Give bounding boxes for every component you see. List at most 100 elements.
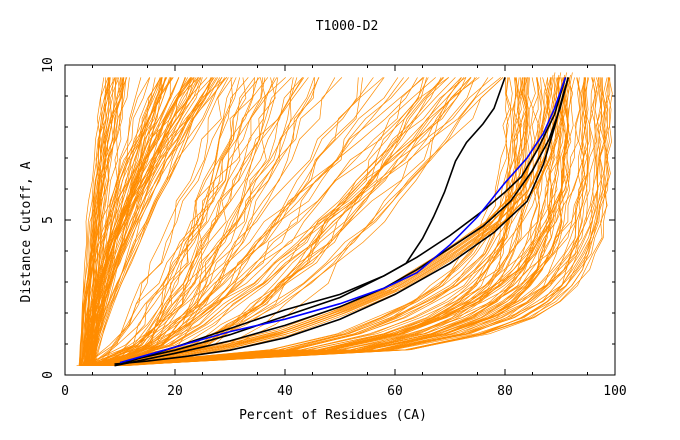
model-curve-204 [113,77,570,367]
model-curve-159 [82,77,436,367]
model-curve-158 [97,77,303,367]
model-curve-235 [118,77,536,367]
model-curve-220 [106,77,596,367]
model-curve-78 [92,77,166,366]
model-curve-156 [95,77,472,367]
model-curve-66 [91,77,151,366]
model-curve-122 [100,77,247,367]
model-curve-58 [84,77,211,366]
y-tick-label-0: 0 [41,371,56,379]
model-curve-195 [110,77,513,367]
model-curve-142 [112,77,385,367]
model-curve-135 [98,77,233,367]
highlighted-models [114,77,570,367]
model-curve-191 [113,77,566,367]
model-curve-154 [84,77,467,367]
model-curve-213 [121,77,602,367]
model-curve-190 [85,77,606,367]
chart-title: T1000-D2 [316,19,379,34]
model-curve-61 [91,77,215,366]
model-curve-93 [92,77,336,367]
model-curve-186 [117,77,602,367]
background-model-curves [76,72,613,367]
model-curve-1 [92,77,213,366]
highlight-curve-0 [114,77,570,365]
model-curve-129 [117,77,399,367]
model-curve-182 [98,77,519,367]
model-curve-110 [109,77,465,367]
model-curve-238 [93,77,611,367]
model-curve-251 [129,72,573,362]
model-curve-70 [81,77,110,366]
model-curve-73 [83,77,226,366]
model-curve-124 [111,77,319,366]
model-curve-148 [98,77,278,367]
model-curve-146 [84,77,424,367]
model-curve-97 [76,77,504,367]
model-curve-215 [80,77,534,367]
model-curve-230 [113,77,587,367]
model-curve-108 [89,77,309,366]
y-tick-label-1: 5 [41,216,56,224]
model-curve-234 [109,77,542,367]
model-curve-92 [93,77,233,366]
model-curve-141 [109,77,477,367]
model-curve-137 [111,77,266,366]
model-curve-231 [85,77,568,367]
model-curve-102 [88,77,320,367]
model-curve-119 [94,77,489,367]
model-curve-206 [97,77,608,367]
x-axis-label: Percent of Residues (CA) [239,408,427,423]
model-curve-9 [80,77,128,366]
x-tick-label-2: 40 [277,384,293,399]
model-curve-132 [95,77,424,367]
model-curve-127 [87,77,255,367]
model-curve-145 [101,77,343,367]
model-curve-76 [86,77,105,366]
model-curve-188 [106,77,581,367]
model-curve-79 [84,77,202,366]
model-curve-139 [106,77,279,367]
model-curve-179 [95,77,560,367]
model-curve-219 [87,77,597,367]
highlight-curve-4 [119,77,567,364]
x-tick-label-4: 80 [497,384,513,399]
model-curve-237 [125,77,603,367]
model-curve-84 [85,77,125,366]
model-curve-131 [114,77,504,367]
x-tick-label-3: 60 [387,384,403,399]
model-curve-250 [127,74,571,364]
x-tick-label-5: 100 [603,384,626,399]
highlight-curve-3 [125,77,567,364]
model-curve-221 [104,77,605,367]
highlight-curve-1 [119,77,506,364]
model-curve-157 [113,77,276,366]
model-curve-55 [88,77,180,366]
model-curve-167 [121,77,512,367]
model-curve-239 [97,77,585,367]
model-curve-82 [83,77,124,366]
model-curve-225 [115,77,600,367]
model-curve-87 [88,77,110,366]
model-curve-118 [83,77,229,366]
x-tick-label-0: 0 [61,384,69,399]
model-curve-88 [91,77,107,366]
model-curve-153 [108,77,456,367]
model-curve-130 [79,77,427,367]
model-curve-196 [98,77,569,367]
model-curve-114 [109,77,466,367]
model-curve-134 [95,77,363,367]
model-curve-227 [95,77,609,367]
model-curve-174 [89,77,530,367]
model-curve-150 [103,77,476,367]
model-curve-209 [101,77,510,367]
model-curve-107 [82,77,286,366]
model-curve-155 [105,77,502,367]
model-curve-143 [112,77,374,367]
model-curve-223 [117,77,585,367]
model-curve-95 [118,77,384,367]
model-curve-59 [87,77,214,366]
x-tick-label-1: 20 [167,384,183,399]
model-curve-72 [92,77,162,366]
